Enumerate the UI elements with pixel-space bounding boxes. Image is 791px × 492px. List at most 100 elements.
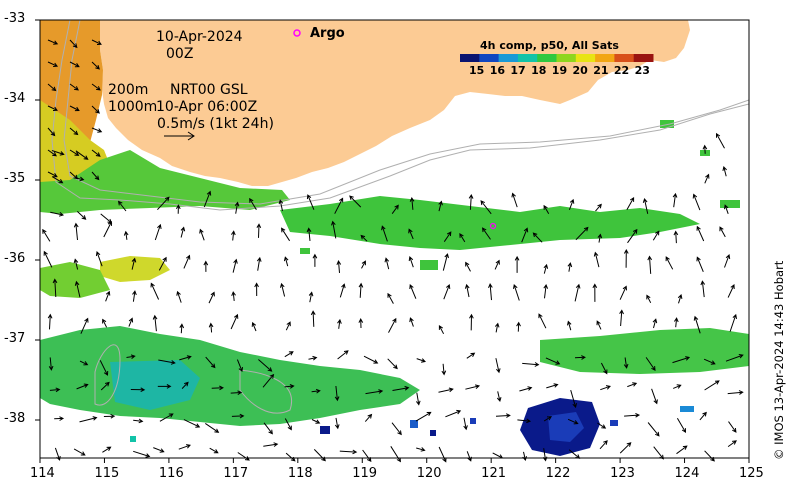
current-vector-arrow bbox=[334, 385, 340, 402]
colorbar-swatch bbox=[517, 54, 538, 62]
current-vector-arrow bbox=[131, 257, 137, 270]
current-vector-arrow bbox=[102, 446, 112, 453]
current-vector-arrow bbox=[150, 282, 160, 300]
current-vector-arrow bbox=[647, 422, 660, 437]
current-vector-arrow bbox=[47, 313, 53, 330]
current-vector-arrow bbox=[103, 413, 116, 419]
current-vector-arrow bbox=[538, 313, 547, 329]
current-vector-arrow bbox=[280, 282, 286, 297]
current-vector-arrow bbox=[488, 283, 493, 301]
current-vector-arrow bbox=[91, 127, 103, 133]
current-vector-arrow bbox=[699, 411, 707, 421]
current-vector-arrow bbox=[567, 320, 572, 331]
current-vector-arrow bbox=[91, 39, 102, 45]
current-vector-arrow bbox=[103, 220, 112, 238]
current-vector-arrow bbox=[388, 317, 397, 333]
current-vector-arrow bbox=[719, 226, 726, 238]
current-vector-arrow bbox=[178, 444, 191, 450]
current-vector-arrow bbox=[465, 384, 481, 390]
x-tick-label: 120 bbox=[416, 466, 442, 481]
current-vector-arrow bbox=[365, 389, 384, 395]
x-tick-label: 123 bbox=[610, 466, 635, 481]
current-vector-arrow bbox=[390, 446, 401, 463]
current-vector-arrow bbox=[69, 39, 78, 49]
argo-float-marker bbox=[293, 29, 301, 37]
current-vector-arrow bbox=[132, 290, 137, 302]
current-vector-arrow bbox=[308, 291, 314, 303]
colorbar-tick-label: 18 bbox=[531, 64, 547, 77]
current-vector-arrow bbox=[511, 192, 518, 208]
current-vector-arrow bbox=[567, 262, 573, 272]
current-vector-arrow bbox=[75, 150, 89, 160]
current-vector-arrow bbox=[130, 387, 146, 393]
current-vector-arrow bbox=[409, 317, 414, 327]
current-vector-arrow bbox=[445, 409, 462, 418]
current-vector-arrow bbox=[133, 418, 144, 424]
current-vector-arrow bbox=[47, 171, 58, 178]
current-vector-arrow bbox=[627, 382, 638, 388]
colorbar-swatch bbox=[556, 54, 577, 62]
current-vectors bbox=[42, 39, 744, 463]
current-vector-arrow bbox=[91, 149, 101, 157]
colorbar-swatch bbox=[537, 54, 557, 62]
current-vector-arrow bbox=[496, 391, 502, 403]
current-vector-arrow bbox=[183, 254, 191, 269]
current-vector-arrow bbox=[102, 318, 108, 328]
current-vector-arrow bbox=[652, 230, 660, 241]
current-vector-arrow bbox=[522, 362, 540, 367]
x-tick-label: 121 bbox=[481, 466, 506, 481]
current-vector-arrow bbox=[158, 256, 167, 271]
nrt-time-label: 10-Apr 06:00Z bbox=[156, 99, 258, 115]
current-vector-arrow bbox=[336, 260, 342, 273]
current-vector-arrow bbox=[387, 292, 394, 304]
current-vector-arrow bbox=[593, 251, 600, 268]
current-vector-arrow bbox=[47, 61, 59, 67]
current-vector-arrow bbox=[176, 290, 182, 303]
current-vector-arrow bbox=[284, 418, 292, 431]
current-vector-arrow bbox=[516, 321, 521, 332]
current-vector-arrow bbox=[361, 260, 366, 269]
current-vector-arrow bbox=[519, 386, 533, 392]
current-vector-arrow bbox=[642, 197, 649, 214]
current-vector-arrow bbox=[626, 197, 635, 211]
current-vector-arrow bbox=[595, 203, 602, 212]
sst-cold-eddy-core bbox=[548, 412, 584, 442]
current-vector-arrow bbox=[158, 359, 176, 365]
current-vector-arrow bbox=[408, 228, 414, 240]
current-vector-arrow bbox=[409, 284, 417, 299]
current-vector-arrow bbox=[179, 355, 192, 361]
sst-band-37-east bbox=[540, 328, 749, 374]
x-tick-label: 119 bbox=[352, 466, 378, 481]
current-vector-arrow bbox=[208, 322, 214, 333]
current-vector-arrow bbox=[159, 413, 174, 422]
x-tick-label: 122 bbox=[545, 466, 571, 481]
current-vector-arrow bbox=[69, 149, 80, 156]
current-vector-arrow bbox=[203, 190, 212, 208]
x-tick-label: 115 bbox=[94, 466, 120, 481]
current-vector-arrow bbox=[100, 381, 110, 391]
current-vector-arrow bbox=[416, 392, 421, 406]
current-vector-arrow bbox=[69, 105, 80, 112]
current-vector-arrow bbox=[69, 127, 79, 136]
current-vector-arrow bbox=[532, 232, 543, 243]
current-vector-arrow bbox=[263, 442, 279, 447]
current-vector-arrow bbox=[311, 419, 321, 424]
current-vector-arrow bbox=[702, 144, 708, 154]
current-vector-arrow bbox=[652, 318, 658, 329]
current-vector-arrow bbox=[50, 211, 65, 217]
credit-text: © IMOS 13-Apr-2024 14:43 Hobart bbox=[772, 260, 786, 460]
argo-legend-label: Argo bbox=[310, 26, 345, 41]
sst-patch-36-yellow bbox=[100, 256, 170, 282]
colorbar-swatch bbox=[575, 54, 596, 62]
bathymetry-contours bbox=[51, 20, 749, 414]
current-vector-arrow bbox=[700, 280, 706, 298]
current-vector-arrow bbox=[513, 284, 520, 301]
current-vector-arrow bbox=[339, 449, 358, 455]
current-vector-arrow bbox=[153, 447, 165, 453]
time-label: 00Z bbox=[166, 46, 194, 62]
current-vector-arrow bbox=[91, 83, 101, 91]
current-vector-arrow bbox=[47, 149, 57, 157]
current-vector-arrow bbox=[42, 228, 51, 242]
current-vector-arrow bbox=[183, 419, 201, 428]
current-vector-arrow bbox=[627, 228, 638, 244]
